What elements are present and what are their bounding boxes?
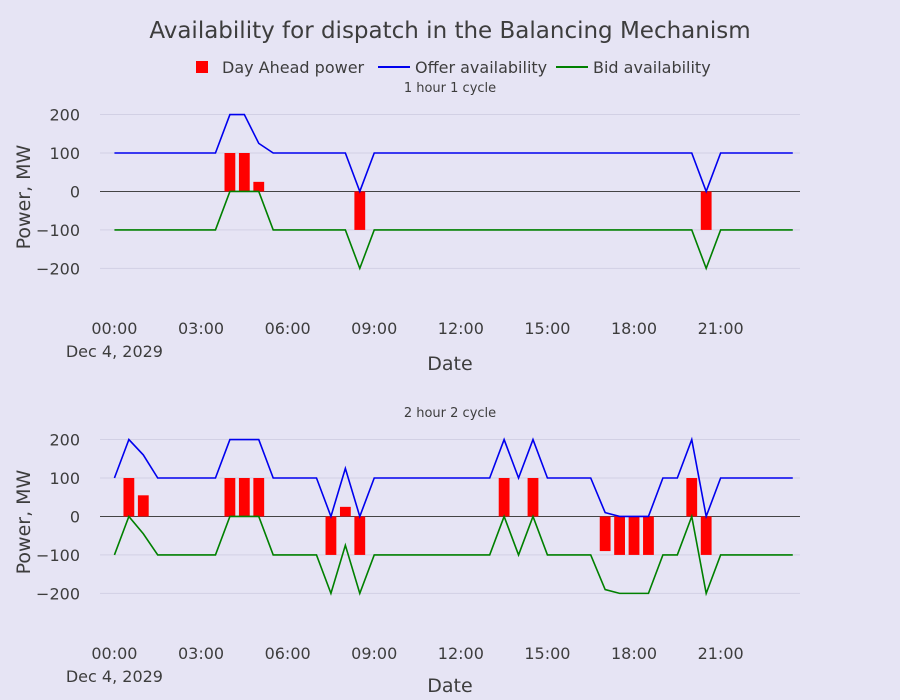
x-tick-label: 09:00 [351, 644, 397, 663]
x-tick-label: 18:00 [611, 319, 657, 338]
y-tick-label: 100 [49, 144, 80, 163]
x-tick-label: 00:00 [91, 644, 137, 663]
x-axis-label: Date [427, 353, 472, 375]
day-ahead-bar [614, 516, 625, 555]
y-tick-label: −100 [36, 546, 80, 565]
x-date-label: Dec 4, 2029 [66, 342, 163, 361]
day-ahead-bar [686, 478, 698, 517]
y-tick-label: 200 [49, 431, 80, 450]
day-ahead-bar [224, 478, 236, 517]
day-ahead-bar [137, 495, 149, 517]
x-tick-label: 03:00 [178, 644, 224, 663]
offer-availability-line [113, 436, 793, 520]
y-tick-label: −100 [36, 221, 80, 240]
x-tick-label: 21:00 [698, 644, 744, 663]
day-ahead-bar [238, 153, 250, 192]
x-tick-label: 09:00 [351, 319, 397, 338]
x-tick-label: 00:00 [91, 319, 137, 338]
y-axis-label: Power, MW [13, 469, 35, 574]
legend-label-day-ahead: Day Ahead power [222, 58, 365, 77]
y-tick-label: 200 [49, 106, 80, 125]
x-tick-label: 18:00 [611, 644, 657, 663]
legend-label-offer: Offer availability [415, 58, 547, 77]
day-ahead-bar [253, 478, 265, 517]
day-ahead-bar [339, 506, 351, 517]
y-axis-label: Power, MW [13, 144, 35, 249]
day-ahead-bar [700, 191, 712, 230]
offer-availability-line [114, 113, 793, 194]
y-tick-label: −200 [36, 259, 80, 278]
day-ahead-bar [253, 181, 265, 192]
panel-subtitle: 2 hour 2 cycle [404, 406, 496, 421]
day-ahead-bar [700, 516, 712, 555]
y-tick-label: 0 [70, 182, 80, 201]
day-ahead-bar [643, 516, 654, 555]
x-tick-label: 15:00 [524, 319, 570, 338]
day-ahead-bar [238, 478, 250, 517]
legend-swatch-day-ahead [196, 61, 208, 73]
day-ahead-bar [224, 153, 236, 192]
x-date-label: Dec 4, 2029 [66, 667, 163, 686]
legend: Day Ahead power Offer availability Bid a… [196, 58, 711, 77]
x-axis-label: Date [427, 675, 472, 697]
x-tick-label: 12:00 [438, 644, 484, 663]
day-ahead-bar [354, 191, 366, 230]
day-ahead-bar [498, 478, 510, 517]
x-tick-label: 15:00 [524, 644, 570, 663]
chart-title: Availability for dispatch in the Balanci… [149, 18, 750, 44]
day-ahead-bar [527, 478, 539, 517]
bid-availability-line [114, 190, 793, 271]
x-tick-label: 06:00 [265, 644, 311, 663]
day-ahead-bar [325, 516, 337, 555]
x-tick-label: 03:00 [178, 319, 224, 338]
x-tick-label: 21:00 [698, 319, 744, 338]
y-tick-label: −200 [36, 584, 80, 603]
y-tick-label: 100 [49, 469, 80, 488]
day-ahead-bar [354, 516, 366, 555]
x-tick-label: 06:00 [265, 319, 311, 338]
bid-availability-line [113, 513, 793, 597]
day-ahead-bar [123, 478, 135, 517]
y-tick-label: 0 [70, 507, 80, 526]
legend-label-bid: Bid availability [593, 58, 711, 77]
day-ahead-bar [628, 516, 640, 555]
panel-subtitle: 1 hour 1 cycle [404, 81, 496, 96]
x-tick-label: 12:00 [438, 319, 484, 338]
day-ahead-bar [599, 516, 611, 552]
